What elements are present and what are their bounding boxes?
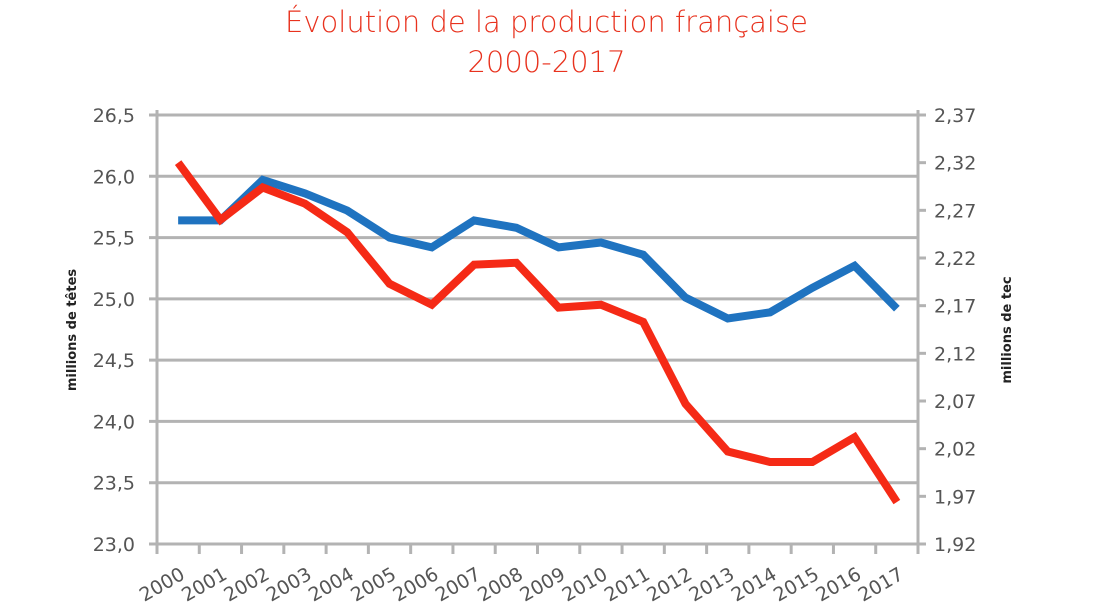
y-right-tick-label: 2,07	[934, 391, 976, 413]
y-left-tick-label: 25,5	[93, 228, 135, 250]
series-line-0	[178, 175, 900, 323]
y-right-tick-label: 2,27	[934, 200, 976, 222]
y-left-tick-label: 23,5	[93, 473, 135, 495]
y-right-tick-label: 1,97	[934, 486, 976, 508]
y-left-tick-label: 25,0	[93, 289, 135, 311]
y-left-tick-label: 24,0	[93, 411, 135, 433]
y-right-tick-label: 1,92	[934, 534, 976, 556]
y-right-axis-label: millions de tec	[1000, 276, 1015, 383]
y-left-tick-label: 26,5	[93, 105, 135, 127]
y-right-tick-label: 2,17	[934, 296, 976, 318]
y-right-tick-label: 2,02	[934, 439, 976, 461]
y-left-tick-label: 26,0	[93, 166, 135, 188]
y-right-tick-label: 2,32	[934, 153, 976, 175]
chart-subtitle: 2000-2017	[467, 45, 626, 79]
chart-title: Évolution de la production française	[285, 5, 808, 39]
y-left-tick-label: 24,5	[93, 350, 135, 372]
series-line-1	[174, 160, 901, 505]
y-right-tick-label: 2,12	[934, 343, 976, 365]
y-right-tick-label: 2,37	[934, 105, 976, 127]
x-tick-label: 2017	[854, 563, 907, 606]
y-left-axis-label: millions de têtes	[65, 269, 80, 392]
y-left-tick-label: 23,0	[93, 534, 135, 556]
y-right-tick-label: 2,22	[934, 248, 976, 270]
